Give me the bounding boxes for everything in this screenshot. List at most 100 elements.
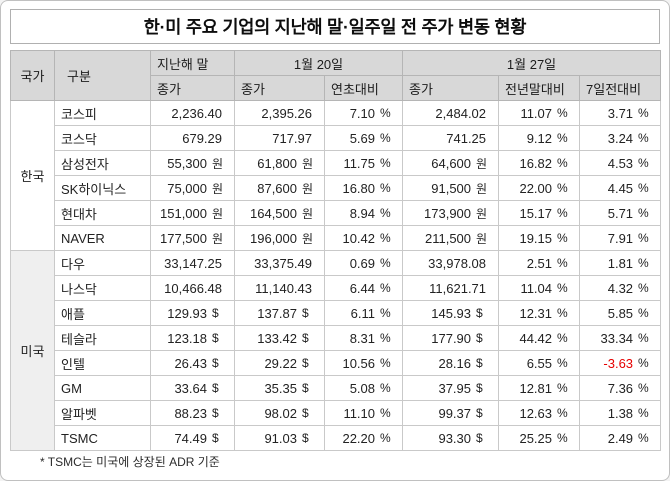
unit-label: % bbox=[638, 181, 649, 195]
value-text: 129.93 bbox=[167, 305, 207, 321]
value-text: 5.71 bbox=[607, 205, 634, 221]
value-text: 87,600 bbox=[257, 180, 297, 196]
value-text: 5.69 bbox=[349, 130, 376, 146]
value-text: 29.22 bbox=[264, 355, 297, 371]
value-text: 5.85 bbox=[607, 305, 634, 321]
value-cell: 8.94% bbox=[323, 200, 404, 226]
value-text: 0.69 bbox=[349, 255, 376, 271]
table-header: 국가 구분 지난해 말 1월 20일 1월 27일 종가 종가 연초대비 종가 … bbox=[10, 50, 662, 101]
footnote-text: * TSMC는 미국에 상장된 ADR 기준 bbox=[40, 455, 220, 469]
value-text: 99.37 bbox=[438, 405, 472, 421]
unit-label: $ bbox=[476, 331, 483, 345]
company-label: 다우 bbox=[54, 250, 151, 276]
value-cell: 44.42% bbox=[498, 325, 581, 351]
unit-label: % bbox=[638, 331, 649, 345]
unit-label: % bbox=[380, 156, 391, 170]
unit-label: 원 bbox=[476, 206, 488, 221]
value-cell: 211,500 원 bbox=[402, 225, 500, 251]
value-text: 37.95 bbox=[438, 380, 472, 396]
unit-label: $ bbox=[302, 356, 309, 370]
value-cell: 5.69% bbox=[323, 125, 404, 151]
unit-label: % bbox=[557, 356, 568, 370]
value-text: 98.02 bbox=[264, 405, 297, 421]
value-cell: 1.81% bbox=[579, 250, 662, 276]
value-cell: 22.20% bbox=[323, 425, 404, 451]
unit-label: % bbox=[638, 131, 649, 145]
value-text: 11,140.43 bbox=[255, 280, 312, 296]
value-text: 4.45 bbox=[607, 180, 634, 196]
table-row: GM 33.64 $35.35 $5.08% 37.95 $12.81% 7.36% bbox=[11, 375, 662, 401]
value-text: 11.04 bbox=[520, 280, 553, 296]
value-cell: 717.97 bbox=[234, 125, 325, 151]
value-cell: 88.23 $ bbox=[150, 400, 235, 426]
value-cell: 2.49% bbox=[579, 425, 662, 451]
company-label: 코스닥 bbox=[54, 125, 151, 151]
value-text: 717.97 bbox=[272, 130, 312, 146]
unit-label: % bbox=[380, 306, 391, 320]
value-cell: 93.30 $ bbox=[402, 425, 500, 451]
unit-label: % bbox=[557, 306, 568, 320]
value-cell: 10.56% bbox=[323, 350, 404, 376]
company-label: TSMC bbox=[54, 425, 151, 451]
value-text: 164,500 bbox=[250, 205, 297, 221]
value-text: 10.56 bbox=[342, 355, 376, 371]
unit-label: % bbox=[380, 131, 391, 145]
unit-label: 원 bbox=[476, 231, 488, 246]
value-cell: 4.45% bbox=[579, 175, 662, 201]
value-cell: 7.36% bbox=[579, 375, 662, 401]
unit-label: % bbox=[380, 231, 391, 245]
value-text: 26.43 bbox=[174, 355, 207, 371]
value-cell: 5.85% bbox=[579, 300, 662, 326]
table-row: 인텔 26.43 $29.22 $10.56% 28.16 $6.55% -3.63% bbox=[11, 350, 662, 376]
value-text: 6.55 bbox=[526, 355, 553, 371]
value-cell: 74.49 $ bbox=[150, 425, 235, 451]
value-text: 2.51 bbox=[526, 255, 553, 271]
value-text: 7.91 bbox=[607, 230, 634, 246]
value-cell: 37.95 $ bbox=[402, 375, 500, 401]
value-text: 28.16 bbox=[438, 355, 472, 371]
unit-label: % bbox=[557, 281, 568, 295]
value-cell: 11,140.43 bbox=[234, 275, 325, 301]
value-text: 6.44 bbox=[349, 280, 376, 296]
unit-label: 원 bbox=[212, 156, 224, 171]
value-cell: 7.91% bbox=[579, 225, 662, 251]
value-text: 177.90 bbox=[431, 330, 472, 346]
value-text: 61,800 bbox=[257, 155, 297, 171]
unit-label: % bbox=[557, 181, 568, 195]
unit-label: $ bbox=[302, 331, 309, 345]
value-text: 4.32 bbox=[607, 280, 634, 296]
unit-label: % bbox=[557, 431, 568, 445]
header-last-year: 지난해 말 bbox=[150, 50, 235, 76]
table-row: 삼성전자 55,300 원 61,800 원 11.75% 64,600 원 16.82% 4.5… bbox=[11, 150, 662, 176]
table-row: NAVER 177,500 원 196,000 원 10.42% 211,500 원 19.15… bbox=[11, 225, 662, 251]
unit-label: 원 bbox=[212, 181, 224, 196]
value-cell: 137.87 $ bbox=[234, 300, 325, 326]
unit-label: $ bbox=[212, 331, 219, 345]
value-text: 2.49 bbox=[607, 430, 634, 446]
value-text: 11,621.71 bbox=[429, 280, 487, 296]
unit-label: 원 bbox=[302, 181, 314, 196]
value-text: 133.42 bbox=[257, 330, 297, 346]
unit-label: $ bbox=[476, 431, 483, 445]
table-row: 알파벳 88.23 $98.02 $11.10% 99.37 $12.63% 1.38% bbox=[11, 400, 662, 426]
value-cell: 33.34% bbox=[579, 325, 662, 351]
value-text: 12.31 bbox=[519, 305, 553, 321]
value-text: 3.71 bbox=[607, 105, 634, 121]
unit-label: % bbox=[638, 256, 649, 270]
company-label: 테슬라 bbox=[54, 325, 151, 351]
unit-label: % bbox=[380, 281, 391, 295]
unit-label: % bbox=[380, 356, 391, 370]
company-label: 삼성전자 bbox=[54, 150, 151, 176]
value-text: 5.08 bbox=[349, 380, 376, 396]
value-text: 33,375.49 bbox=[254, 255, 312, 271]
table-body: 한국 코스피 2,236.40 2,395.26 7.10% 2,484.02 11.07%… bbox=[10, 100, 662, 451]
value-cell: 6.11% bbox=[323, 300, 404, 326]
header-close-last-year: 종가 bbox=[150, 75, 235, 101]
unit-label: % bbox=[638, 356, 649, 370]
value-cell: 0.69% bbox=[323, 250, 404, 276]
unit-label: $ bbox=[212, 381, 219, 395]
value-text: 19.15 bbox=[519, 230, 553, 246]
value-text: 145.93 bbox=[431, 305, 472, 321]
company-label: 알파벳 bbox=[54, 400, 151, 426]
value-text: 679.29 bbox=[182, 130, 222, 146]
